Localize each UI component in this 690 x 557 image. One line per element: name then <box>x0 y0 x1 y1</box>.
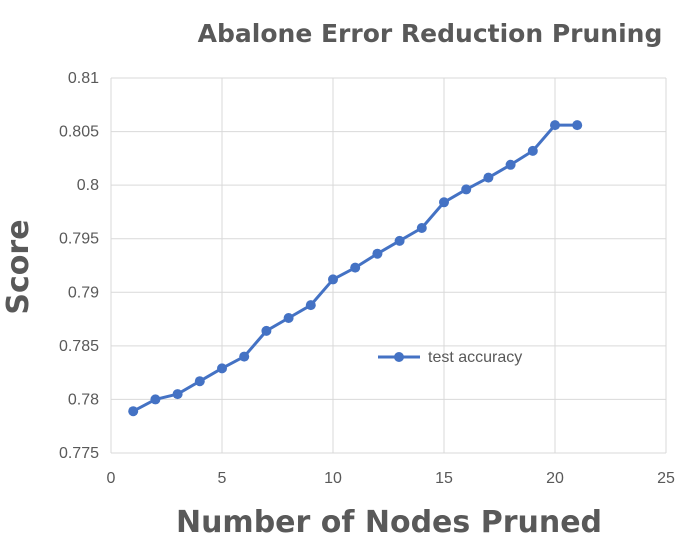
data-point <box>328 274 338 285</box>
data-point <box>172 389 183 400</box>
data-point <box>550 120 560 131</box>
y-tick-label: 0.795 <box>59 231 99 248</box>
chart-title: Abalone Error Reduction Pruning <box>198 19 663 48</box>
legend: test accuracy <box>378 349 522 366</box>
x-axis-ticks: 0 5 10 15 20 25 <box>107 470 675 487</box>
legend-label: test accuracy <box>428 349 522 366</box>
series-layer <box>128 120 583 417</box>
x-tick-label: 0 <box>107 470 116 487</box>
y-tick-label: 0.785 <box>59 338 99 355</box>
y-axis-ticks: 0.775 0.78 0.785 0.79 0.795 0.8 0.805 0.81 <box>59 70 99 462</box>
data-point <box>150 394 161 405</box>
data-point <box>372 248 383 259</box>
data-point <box>283 313 294 323</box>
y-tick-label: 0.8 <box>77 177 99 194</box>
x-tick-label: 20 <box>546 470 564 487</box>
x-tick-label: 15 <box>435 470 453 487</box>
data-point <box>416 223 427 233</box>
data-point <box>461 184 472 195</box>
data-point <box>194 376 205 387</box>
data-point <box>305 300 316 311</box>
y-tick-label: 0.805 <box>59 124 99 141</box>
x-axis-title: Number of Nodes Pruned <box>176 505 602 540</box>
data-point <box>261 325 272 336</box>
data-point <box>239 351 250 362</box>
data-point <box>128 406 139 417</box>
legend-marker-swatch <box>394 352 404 362</box>
data-point <box>394 235 405 246</box>
data-point <box>439 197 449 208</box>
y-tick-label: 0.79 <box>68 284 99 301</box>
data-point <box>572 120 583 131</box>
data-point <box>505 159 516 170</box>
x-tick-label: 5 <box>218 470 227 487</box>
y-tick-label: 0.775 <box>59 445 99 462</box>
gridlines <box>110 77 667 454</box>
data-point <box>527 145 538 156</box>
data-point <box>350 262 361 273</box>
x-tick-label: 25 <box>657 470 675 487</box>
data-point <box>217 363 227 374</box>
y-tick-label: 0.78 <box>68 391 99 408</box>
data-point <box>483 172 494 183</box>
x-tick-label: 10 <box>324 470 342 487</box>
y-axis-title: Score <box>1 219 36 314</box>
y-tick-label: 0.81 <box>68 70 99 87</box>
